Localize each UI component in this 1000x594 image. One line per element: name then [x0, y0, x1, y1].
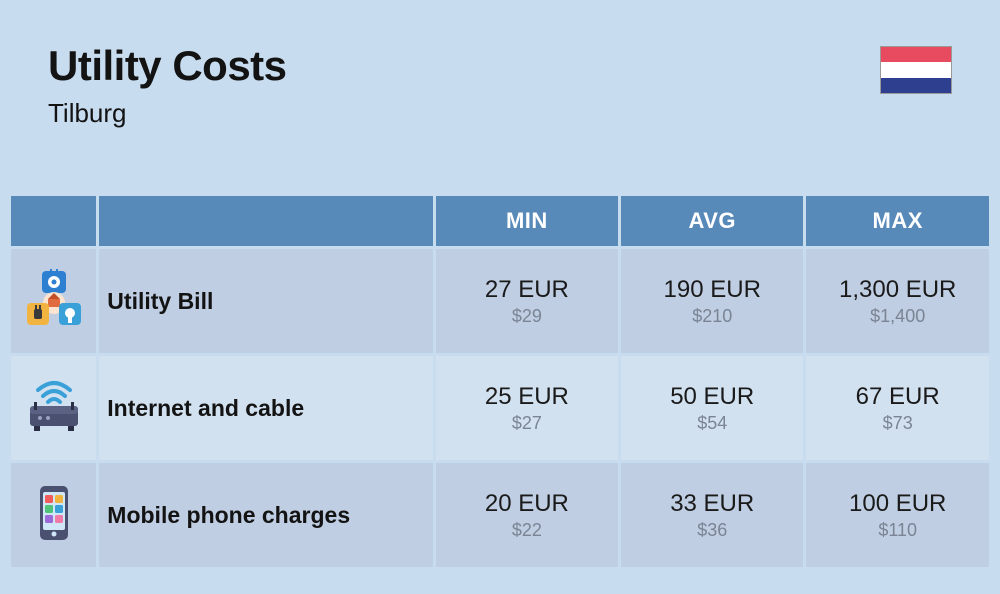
flag-stripe-top [881, 47, 951, 62]
col-avg: AVG [621, 196, 803, 246]
cell-avg: 190 EUR$210 [621, 249, 803, 353]
page-subtitle: Tilburg [48, 98, 287, 129]
value-primary: 100 EUR [806, 490, 989, 518]
value-primary: 190 EUR [621, 276, 803, 304]
flag-stripe-bot [881, 78, 951, 93]
cell-min: 25 EUR$27 [436, 356, 618, 460]
col-max: MAX [806, 196, 989, 246]
cell-max: 67 EUR$73 [806, 356, 989, 460]
row-label: Internet and cable [99, 356, 432, 460]
value-secondary: $73 [806, 413, 989, 434]
value-secondary: $29 [436, 306, 618, 327]
col-icon [11, 196, 96, 246]
value-primary: 33 EUR [621, 490, 803, 518]
table-row: Utility Bill27 EUR$29190 EUR$2101,300 EU… [11, 249, 989, 353]
value-secondary: $22 [436, 520, 618, 541]
phone-icon [11, 463, 96, 567]
table-row: Mobile phone charges20 EUR$2233 EUR$3610… [11, 463, 989, 567]
value-primary: 27 EUR [436, 276, 618, 304]
cell-min: 27 EUR$29 [436, 249, 618, 353]
title-block: Utility Costs Tilburg [48, 42, 287, 129]
utility-icon [11, 249, 96, 353]
cell-min: 20 EUR$22 [436, 463, 618, 567]
flag-icon [880, 46, 952, 94]
flag-stripe-mid [881, 62, 951, 77]
col-label [99, 196, 432, 246]
costs-table: MIN AVG MAX Utility Bill27 EUR$29190 EUR… [8, 193, 992, 570]
value-primary: 1,300 EUR [806, 276, 989, 304]
cell-max: 100 EUR$110 [806, 463, 989, 567]
cell-avg: 50 EUR$54 [621, 356, 803, 460]
row-label: Mobile phone charges [99, 463, 432, 567]
value-secondary: $210 [621, 306, 803, 327]
cell-max: 1,300 EUR$1,400 [806, 249, 989, 353]
cell-avg: 33 EUR$36 [621, 463, 803, 567]
value-secondary: $27 [436, 413, 618, 434]
value-secondary: $54 [621, 413, 803, 434]
table-header-row: MIN AVG MAX [11, 196, 989, 246]
router-icon [11, 356, 96, 460]
page-title: Utility Costs [48, 42, 287, 90]
value-secondary: $110 [806, 520, 989, 541]
value-secondary: $1,400 [806, 306, 989, 327]
table-row: Internet and cable25 EUR$2750 EUR$5467 E… [11, 356, 989, 460]
row-label: Utility Bill [99, 249, 432, 353]
header: Utility Costs Tilburg [0, 0, 1000, 159]
value-primary: 20 EUR [436, 490, 618, 518]
value-primary: 67 EUR [806, 383, 989, 411]
value-primary: 25 EUR [436, 383, 618, 411]
value-secondary: $36 [621, 520, 803, 541]
value-primary: 50 EUR [621, 383, 803, 411]
col-min: MIN [436, 196, 618, 246]
